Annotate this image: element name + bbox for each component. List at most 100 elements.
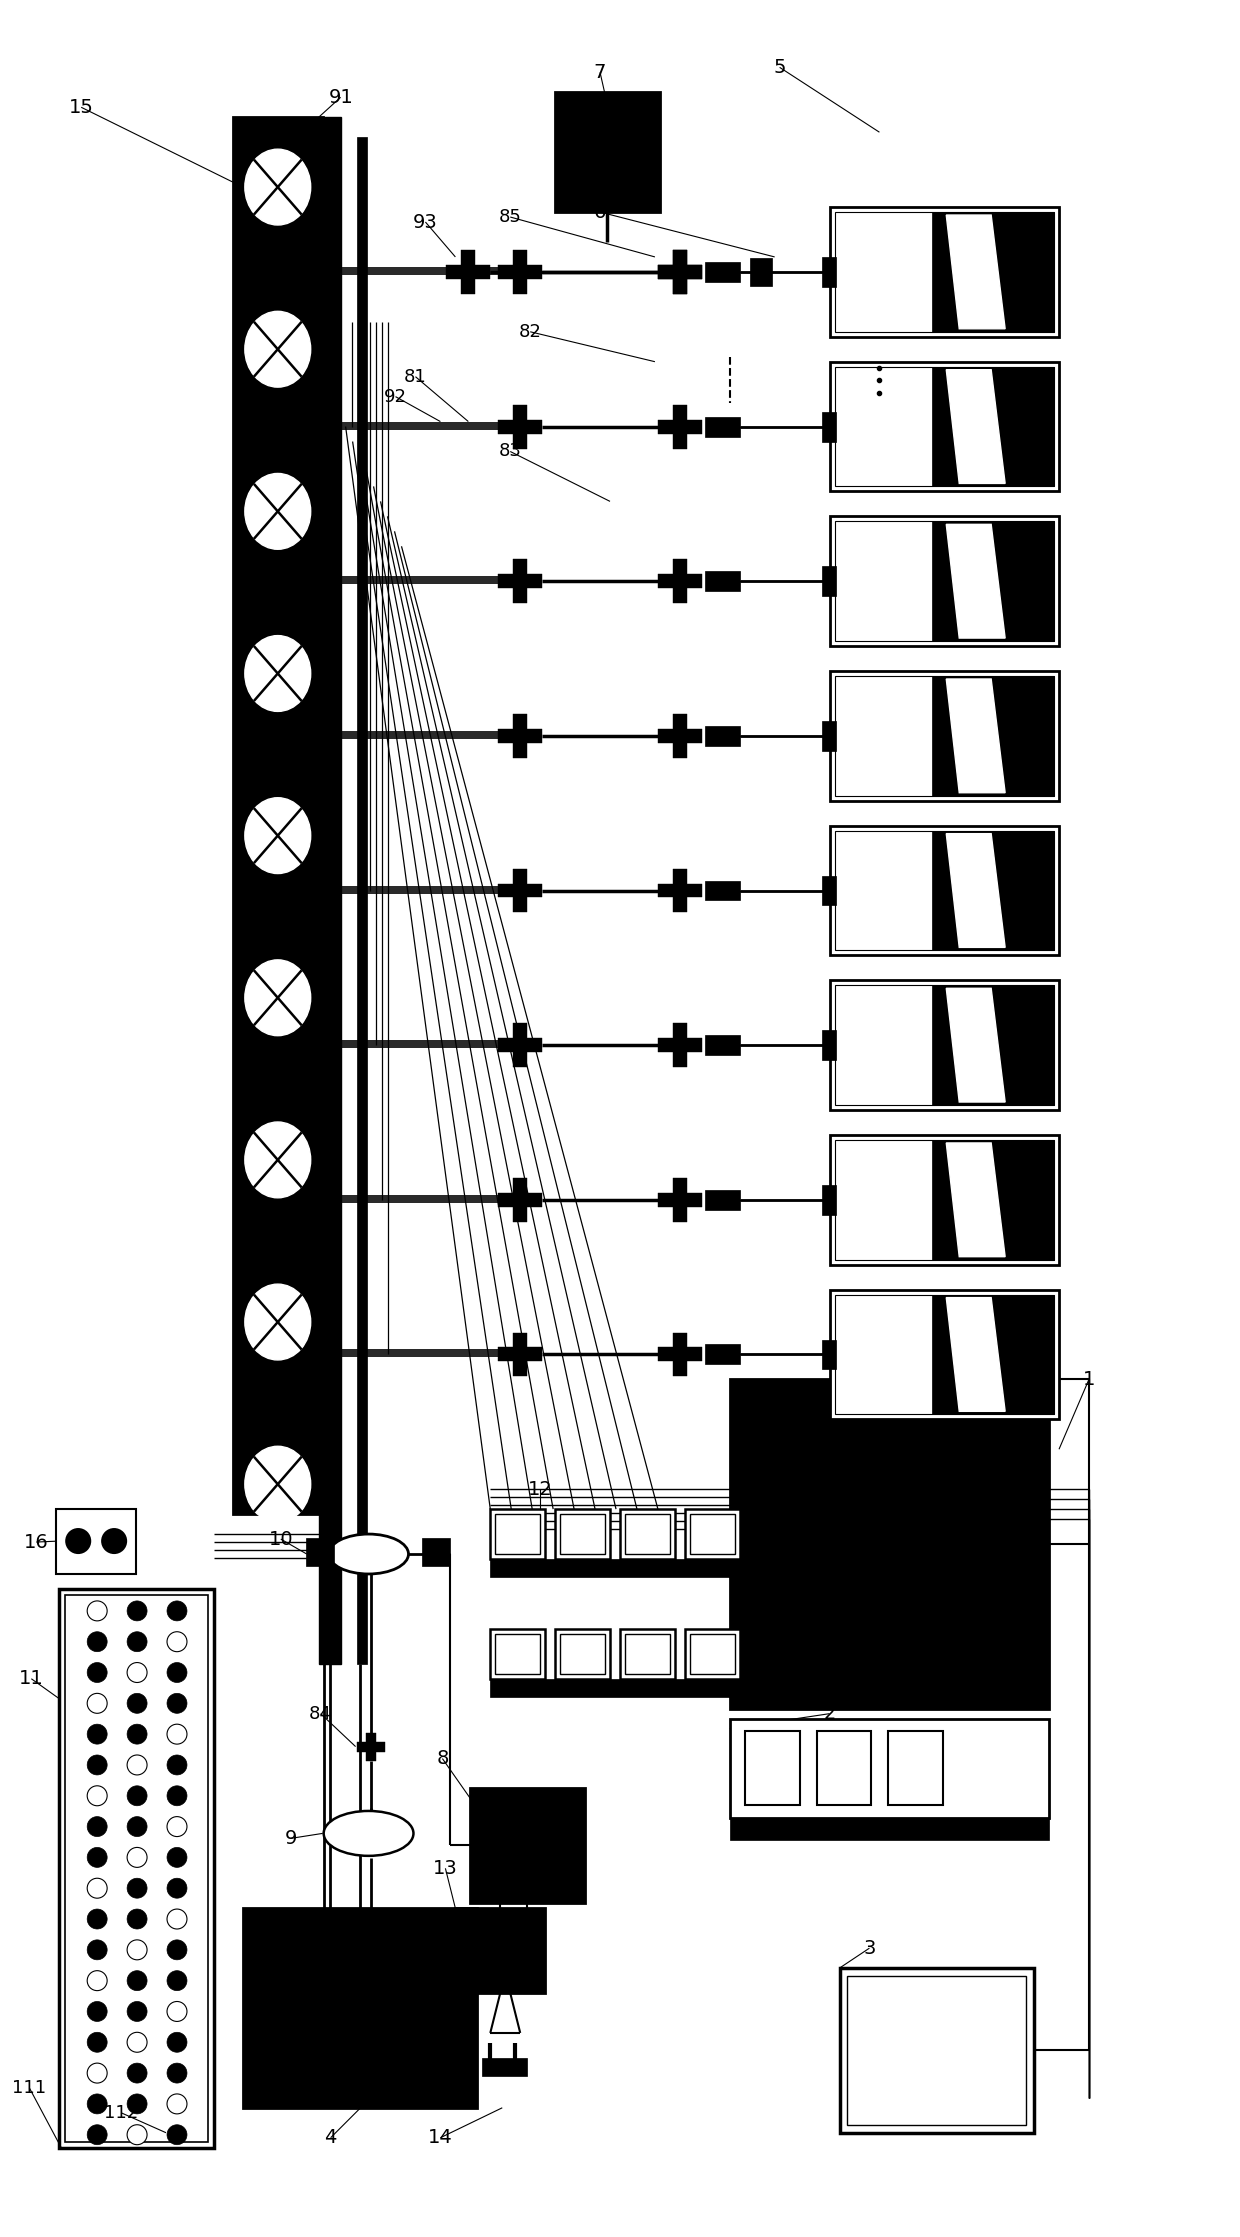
Bar xyxy=(730,1718,1049,1819)
Bar xyxy=(513,868,527,913)
Circle shape xyxy=(87,1816,107,1837)
Circle shape xyxy=(167,1693,187,1714)
Ellipse shape xyxy=(244,635,311,711)
Bar xyxy=(513,251,527,293)
Circle shape xyxy=(87,1939,107,1960)
Text: 14: 14 xyxy=(428,2127,453,2148)
Bar xyxy=(498,884,542,897)
Circle shape xyxy=(87,1848,107,1868)
Bar xyxy=(932,367,1054,485)
Circle shape xyxy=(167,1662,187,1682)
Bar xyxy=(673,251,687,293)
Circle shape xyxy=(128,2125,148,2145)
Bar xyxy=(673,1179,687,1221)
Bar xyxy=(830,1134,1059,1264)
Text: 91: 91 xyxy=(329,87,353,107)
Text: 13: 13 xyxy=(433,1859,458,1877)
Circle shape xyxy=(87,2002,107,2022)
Bar xyxy=(822,875,836,906)
Circle shape xyxy=(128,1908,148,1928)
Circle shape xyxy=(87,2094,107,2114)
Bar xyxy=(689,1514,735,1555)
Circle shape xyxy=(128,1816,148,1837)
Bar xyxy=(830,362,1059,492)
Circle shape xyxy=(87,1879,107,1899)
Circle shape xyxy=(128,1725,148,1745)
Bar xyxy=(233,116,322,1514)
Text: 1: 1 xyxy=(1083,1369,1095,1389)
Bar xyxy=(932,830,1054,951)
Ellipse shape xyxy=(324,1812,413,1857)
Bar xyxy=(835,367,1054,485)
Bar xyxy=(932,521,1054,642)
Circle shape xyxy=(128,1785,148,1805)
Circle shape xyxy=(128,1971,148,1991)
Text: 6: 6 xyxy=(594,204,606,221)
Bar xyxy=(673,251,687,293)
Bar xyxy=(560,1514,605,1555)
Circle shape xyxy=(87,1693,107,1714)
Bar xyxy=(704,416,740,436)
Bar xyxy=(835,984,1054,1105)
Circle shape xyxy=(87,1756,107,1774)
Bar xyxy=(822,720,836,752)
Circle shape xyxy=(87,1785,107,1805)
Bar xyxy=(620,1629,675,1678)
Circle shape xyxy=(167,2125,187,2145)
Bar xyxy=(822,412,836,441)
Bar xyxy=(839,1969,1034,2132)
Bar xyxy=(830,980,1059,1110)
Bar xyxy=(461,251,475,293)
Bar xyxy=(357,1743,384,1752)
Bar xyxy=(830,825,1059,955)
Bar xyxy=(932,1295,1054,1414)
Bar xyxy=(513,1333,527,1376)
Circle shape xyxy=(167,1848,187,1868)
Ellipse shape xyxy=(329,1535,408,1575)
Bar xyxy=(658,729,702,743)
Circle shape xyxy=(167,1879,187,1899)
Polygon shape xyxy=(946,834,1006,948)
Ellipse shape xyxy=(244,1123,311,1197)
Bar xyxy=(673,405,687,447)
Bar xyxy=(498,1192,542,1206)
Bar xyxy=(704,570,740,591)
Circle shape xyxy=(87,1725,107,1745)
Circle shape xyxy=(87,2125,107,2145)
Bar xyxy=(560,1633,605,1673)
Ellipse shape xyxy=(244,799,311,875)
Circle shape xyxy=(87,1971,107,1991)
Text: 81: 81 xyxy=(404,367,427,385)
Text: 84: 84 xyxy=(309,1705,332,1722)
Circle shape xyxy=(66,1530,91,1552)
Bar xyxy=(498,575,542,588)
Bar xyxy=(658,575,702,588)
Text: 8: 8 xyxy=(436,1749,449,1767)
Bar xyxy=(498,1038,542,1051)
Text: 83: 83 xyxy=(498,443,522,461)
Bar xyxy=(513,714,527,758)
Bar xyxy=(66,1595,208,2141)
Ellipse shape xyxy=(244,1284,311,1360)
Ellipse shape xyxy=(244,311,311,387)
Bar xyxy=(835,1295,1054,1414)
Bar xyxy=(673,868,687,913)
Text: 7: 7 xyxy=(594,63,606,83)
Circle shape xyxy=(167,2031,187,2051)
Bar xyxy=(319,116,341,1664)
Bar xyxy=(830,208,1059,338)
Bar xyxy=(673,559,687,604)
Circle shape xyxy=(167,1939,187,1960)
Circle shape xyxy=(128,1939,148,1960)
Circle shape xyxy=(128,2063,148,2083)
Text: 93: 93 xyxy=(413,213,438,230)
Bar xyxy=(658,1347,702,1362)
Bar xyxy=(888,1731,944,1805)
Bar xyxy=(556,92,660,213)
Bar xyxy=(556,1510,610,1559)
Bar xyxy=(822,257,836,286)
Bar xyxy=(822,1340,836,1369)
Bar xyxy=(306,1539,334,1566)
Polygon shape xyxy=(946,1143,1006,1257)
Bar xyxy=(835,213,1054,331)
